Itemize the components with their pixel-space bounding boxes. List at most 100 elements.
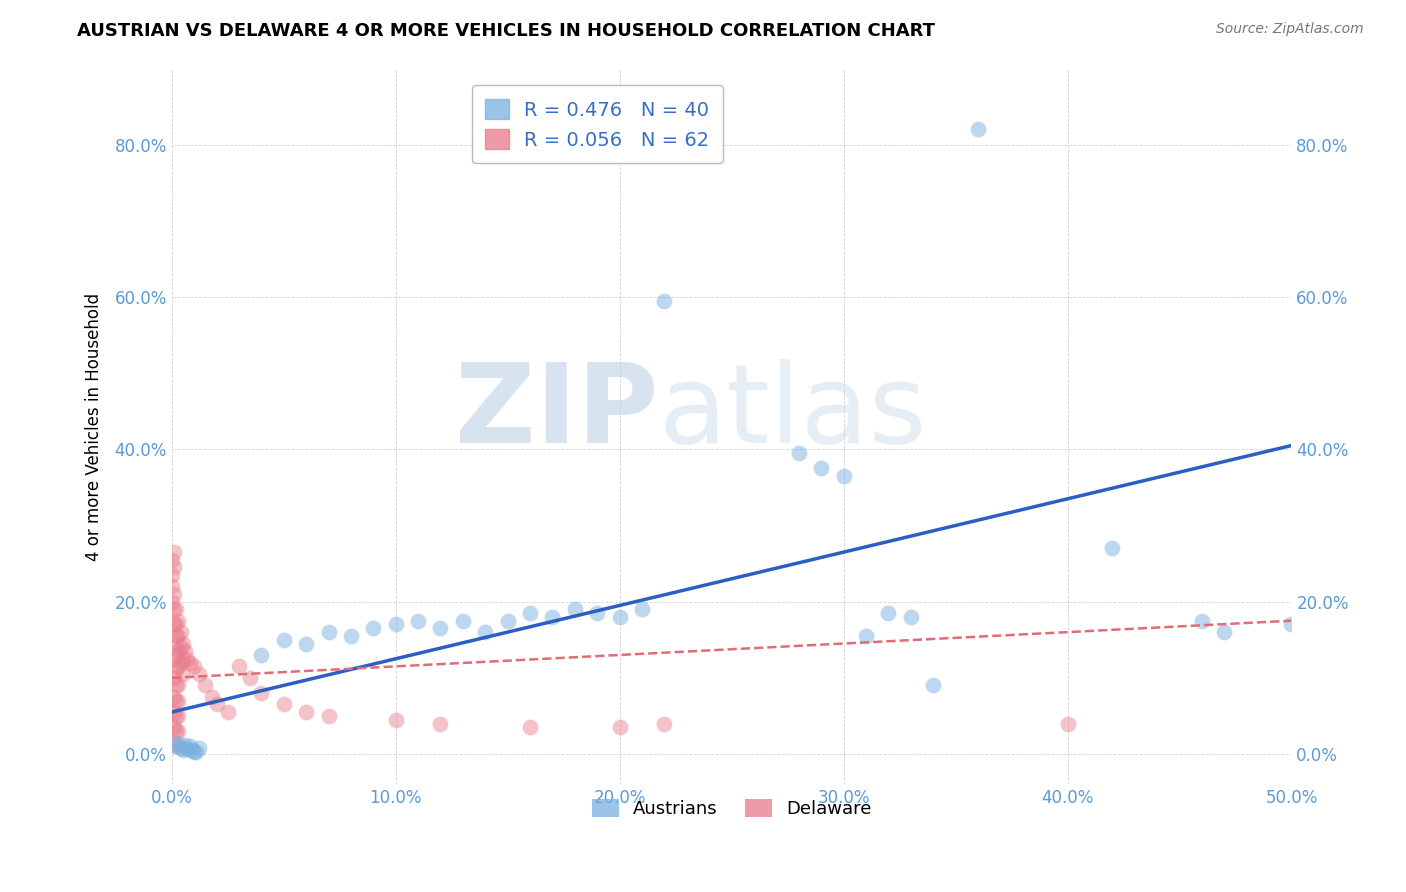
Point	[194, 678, 217, 692]
Point	[160, 568, 183, 582]
Point	[519, 720, 541, 734]
Point	[654, 293, 676, 308]
Point	[1101, 541, 1123, 556]
Point	[201, 690, 224, 704]
Point	[295, 636, 318, 650]
Point	[167, 678, 190, 692]
Point	[451, 614, 474, 628]
Point	[654, 716, 676, 731]
Point	[186, 746, 208, 760]
Point	[239, 671, 262, 685]
Point	[165, 709, 187, 723]
Point	[174, 644, 197, 658]
Point	[228, 659, 250, 673]
Point	[631, 602, 654, 616]
Point	[167, 659, 190, 673]
Point	[165, 617, 187, 632]
Point	[163, 587, 186, 601]
Point	[174, 738, 197, 752]
Point	[167, 724, 190, 739]
Point	[1213, 625, 1236, 640]
Point	[183, 745, 205, 759]
Point	[187, 740, 209, 755]
Point	[609, 720, 631, 734]
Point	[172, 636, 194, 650]
Point	[167, 614, 190, 628]
Point	[165, 724, 187, 739]
Point	[384, 713, 406, 727]
Point	[318, 625, 340, 640]
Point	[165, 629, 187, 643]
Point	[183, 659, 205, 673]
Point	[172, 667, 194, 681]
Y-axis label: 4 or more Vehicles in Household: 4 or more Vehicles in Household	[86, 293, 103, 560]
Point	[1191, 614, 1213, 628]
Point	[474, 625, 496, 640]
Point	[900, 610, 922, 624]
Point	[922, 678, 945, 692]
Point	[187, 667, 209, 681]
Point	[564, 602, 586, 616]
Point	[163, 617, 186, 632]
Legend: Austrians, Delaware: Austrians, Delaware	[585, 792, 879, 825]
Point	[363, 621, 385, 635]
Point	[165, 602, 187, 616]
Point	[160, 579, 183, 593]
Point	[176, 741, 198, 756]
Point	[170, 656, 193, 670]
Point	[172, 652, 194, 666]
Point	[318, 709, 340, 723]
Point	[163, 735, 186, 749]
Point	[167, 709, 190, 723]
Point	[163, 560, 186, 574]
Point	[273, 632, 295, 647]
Point	[406, 614, 429, 628]
Point	[810, 461, 832, 475]
Point	[384, 617, 406, 632]
Point	[787, 446, 810, 460]
Point	[429, 716, 451, 731]
Point	[165, 739, 187, 754]
Point	[855, 629, 877, 643]
Text: Source: ZipAtlas.com: Source: ZipAtlas.com	[1216, 22, 1364, 37]
Point	[163, 690, 186, 704]
Point	[170, 640, 193, 655]
Point	[832, 469, 855, 483]
Point	[165, 693, 187, 707]
Point	[165, 663, 187, 677]
Point	[295, 705, 318, 719]
Point	[586, 606, 609, 620]
Point	[163, 545, 186, 559]
Point	[176, 652, 198, 666]
Text: ZIP: ZIP	[456, 359, 659, 466]
Point	[163, 705, 186, 719]
Point	[1056, 716, 1078, 731]
Point	[273, 698, 295, 712]
Point	[170, 740, 193, 755]
Point	[160, 553, 183, 567]
Point	[496, 614, 519, 628]
Point	[163, 636, 186, 650]
Text: AUSTRIAN VS DELAWARE 4 OR MORE VEHICLES IN HOUSEHOLD CORRELATION CHART: AUSTRIAN VS DELAWARE 4 OR MORE VEHICLES …	[77, 22, 935, 40]
Point	[163, 602, 186, 616]
Point	[429, 621, 451, 635]
Point	[167, 735, 190, 749]
Point	[172, 743, 194, 757]
Point	[167, 644, 190, 658]
Point	[163, 720, 186, 734]
Point	[340, 629, 363, 643]
Point	[165, 739, 187, 754]
Point	[967, 122, 990, 136]
Point	[179, 656, 201, 670]
Point	[609, 610, 631, 624]
Point	[160, 594, 183, 608]
Point	[181, 743, 204, 757]
Point	[250, 686, 273, 700]
Point	[165, 678, 187, 692]
Point	[167, 693, 190, 707]
Point	[541, 610, 564, 624]
Point	[250, 648, 273, 662]
Point	[205, 698, 228, 712]
Point	[1281, 617, 1303, 632]
Point	[163, 652, 186, 666]
